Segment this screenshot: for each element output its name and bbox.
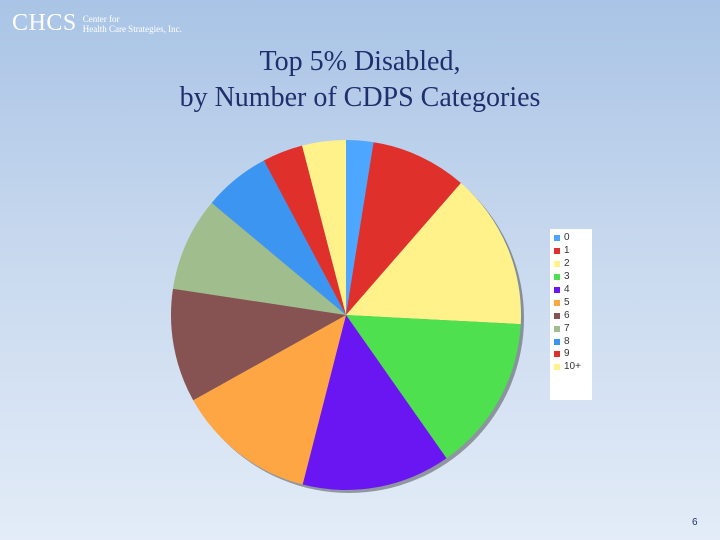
- legend-label: 2: [564, 258, 570, 270]
- chart-legend: 0 1 2 3 4 5 6 7 8 9 10+: [550, 229, 592, 400]
- legend-item-0: 0: [554, 232, 592, 245]
- legend-swatch: [554, 364, 560, 371]
- legend-swatch: [554, 351, 560, 358]
- title-line2: by Number of CDPS Categories: [179, 82, 541, 113]
- legend-label: 6: [564, 309, 570, 321]
- legend-label: 4: [564, 284, 570, 295]
- legend-swatch: [554, 274, 560, 281]
- pie-slice-2: [346, 183, 521, 325]
- logo-subtitle-line2: Health Care Strategies, Inc.: [82, 23, 182, 34]
- logo-subtitle-line1: Center for: [82, 13, 120, 24]
- page-number: 6: [692, 517, 698, 528]
- legend-swatch: [554, 248, 560, 255]
- legend-item-6: 6: [554, 309, 592, 322]
- legend-item-8: 8: [554, 335, 592, 348]
- legend-item-5: 5: [554, 296, 592, 309]
- logo-subtitle: Center for Health Care Strategies, Inc.: [83, 14, 182, 34]
- legend-label: 7: [564, 322, 570, 334]
- legend-swatch: [554, 325, 560, 332]
- legend-label: 0: [564, 232, 570, 244]
- legend-swatch: [554, 287, 560, 293]
- logo-mark: CHCS: [12, 10, 77, 36]
- title-line1: Top 5% Disabled,: [259, 46, 461, 77]
- pie-slice-0: [346, 140, 374, 315]
- legend-item-2: 2: [554, 258, 592, 271]
- legend-swatch: [554, 261, 560, 268]
- page-title: Top 5% Disabled, by Number of CDPS Categ…: [0, 44, 720, 116]
- logo: CHCS Center for Health Care Strategies, …: [12, 10, 182, 37]
- legend-swatch: [554, 312, 560, 319]
- pie-slice-10+: [302, 140, 346, 315]
- legend-item-9: 9: [554, 348, 592, 361]
- legend-label: 3: [564, 271, 570, 283]
- legend-item-1: 1: [554, 245, 592, 258]
- legend-item-4: 4: [554, 284, 592, 297]
- legend-label: 9: [564, 348, 570, 360]
- legend-label: 8: [564, 335, 570, 347]
- pie-slice-4: [302, 315, 447, 490]
- legend-label: 10+: [564, 361, 581, 373]
- pie-slice-9: [263, 145, 346, 315]
- pie-slice-1: [346, 142, 461, 315]
- legend-swatch: [554, 338, 560, 345]
- legend-item-10+: 10+: [554, 361, 592, 374]
- pie-slice-8: [211, 160, 346, 315]
- legend-item-7: 7: [554, 322, 592, 335]
- legend-label: 1: [564, 245, 570, 257]
- pie-slice-5: [193, 315, 346, 485]
- legend-label: 5: [564, 296, 570, 308]
- pie-slice-7: [172, 202, 346, 315]
- legend-swatch: [554, 299, 560, 306]
- pie-slice-3: [346, 315, 521, 459]
- legend-item-3: 3: [554, 271, 592, 284]
- legend-swatch: [554, 235, 560, 242]
- pie-slice-6: [171, 288, 346, 401]
